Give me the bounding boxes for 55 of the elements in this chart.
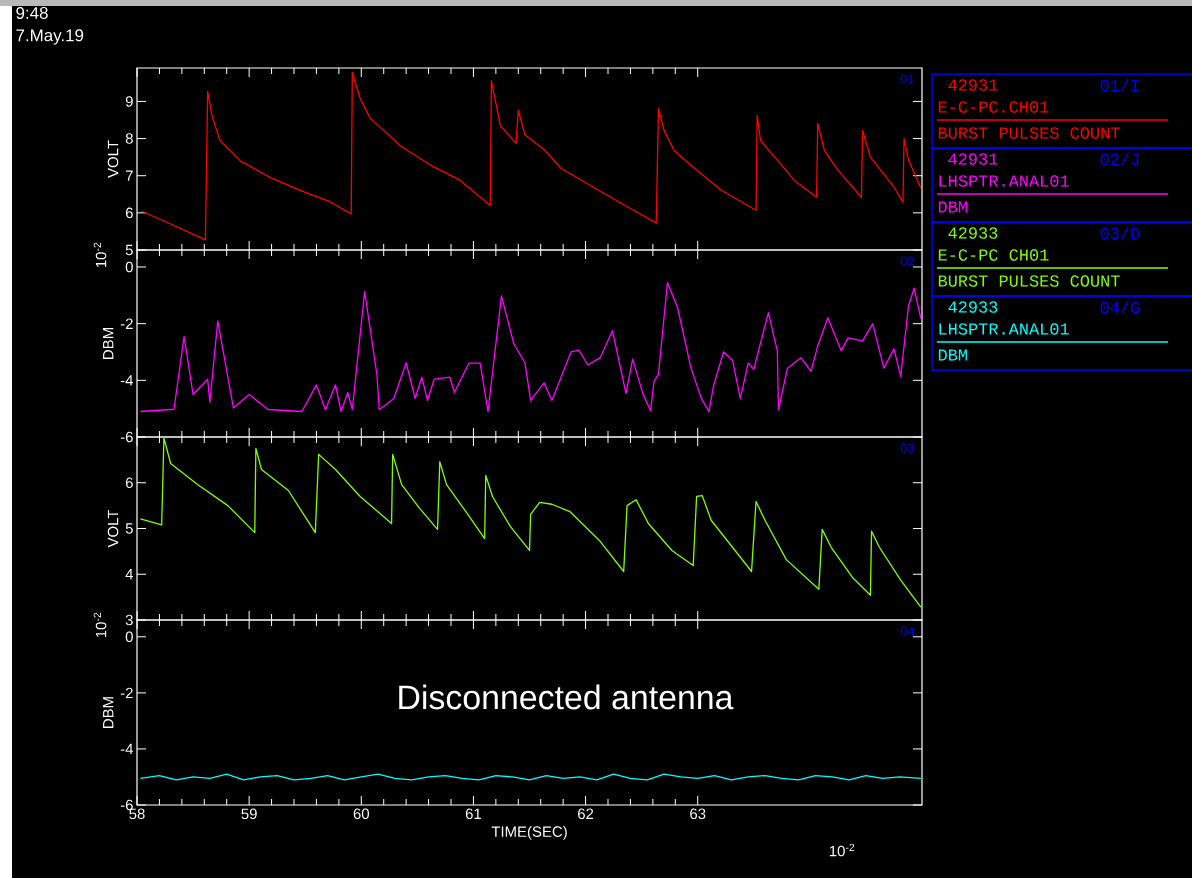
y-tick-label: 3 <box>125 614 133 626</box>
y-tick-label: 4 <box>125 569 134 580</box>
y-tick-label: 6 <box>125 477 133 489</box>
line-series <box>139 281 922 413</box>
y-tick-label: 0 <box>125 261 133 273</box>
text: BURST PULSES COUNT <box>938 275 1120 287</box>
x-tick-label: 63 <box>690 808 706 820</box>
y-tick-label: 5 <box>125 523 133 534</box>
y-axis-title: VOLT <box>107 140 119 178</box>
y-tick-label: -2 <box>120 318 133 329</box>
y-tick-label: 5 <box>125 244 133 256</box>
text: BURST PULSES COUNT <box>938 127 1120 139</box>
annotation: Disconnected antenna <box>399 684 734 710</box>
y-tick-label: -4 <box>120 743 134 755</box>
text: E-C-PC CH01 <box>938 249 1049 261</box>
x-tick-label: 61 <box>465 808 482 820</box>
text: DBM <box>938 201 967 213</box>
y-tick-label: 9 <box>125 96 133 107</box>
annotation: 03 <box>900 443 914 453</box>
x-tick-label: 60 <box>353 808 369 820</box>
text: 10$^{-2}$ <box>93 612 107 638</box>
annotation: 04 <box>900 626 915 636</box>
x-tick-label: 59 <box>241 808 257 820</box>
y-tick-label: 8 <box>125 133 133 144</box>
text: 10$^{-2}$ <box>93 242 107 268</box>
text: DBM <box>938 349 967 361</box>
line-series <box>139 437 922 608</box>
legend-title: 42933 <box>948 301 998 313</box>
legend-title: 42931 <box>948 79 998 91</box>
text: 03/D <box>1100 226 1140 240</box>
text: 10$^{-2}$ <box>829 843 855 857</box>
y-tick-label: -4 <box>120 375 134 386</box>
text: LHSPTR.ANAL01 <box>939 323 1069 335</box>
y-tick-label: 7 <box>125 170 133 181</box>
line-series <box>140 71 922 241</box>
annotation: 01 <box>900 74 914 84</box>
chart-subtitle: 7.May.19 <box>16 29 84 45</box>
x-tick-label: 62 <box>578 808 594 820</box>
y-tick-label: 0 <box>125 631 133 643</box>
x-axis-title: TIME(SEC) <box>491 825 567 840</box>
text: 02/J <box>1100 152 1139 166</box>
chart-title: 9:48 <box>16 6 48 19</box>
legend-title: 42933 <box>948 227 998 239</box>
y-axis-title: VOLT <box>107 509 119 548</box>
y-tick-label: -6 <box>120 431 133 443</box>
text: 01/I <box>1100 78 1139 92</box>
y-axis-title: DBM <box>103 697 114 728</box>
legend-title: 42931 <box>948 153 998 165</box>
y-tick-label: -2 <box>120 687 133 699</box>
y-axis-title: DBM <box>103 328 114 359</box>
annotation: 02 <box>900 256 914 266</box>
text: 04/G <box>1100 300 1140 314</box>
text: LHSPTR.ANAL01 <box>939 175 1069 187</box>
text: E-C-PC.CH01 <box>938 101 1049 113</box>
y-tick-label: 6 <box>125 207 133 219</box>
